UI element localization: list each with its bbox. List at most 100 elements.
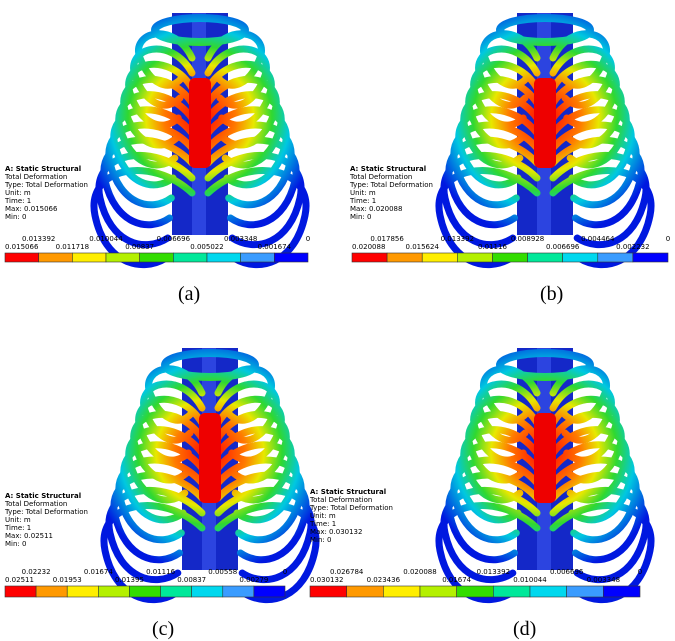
color-band [274,252,309,263]
color-band [493,585,531,598]
legend-label: 0.006696 [157,235,191,243]
rib [214,486,315,584]
color-band [253,585,286,598]
color-band [419,585,457,598]
legend-label: 0.005022 [190,243,223,251]
caption: (c) [152,618,174,640]
color-band [492,252,528,263]
color-band [191,585,224,598]
legend-label: 0.00279 [239,576,268,584]
info-line: Unit: m [5,516,31,524]
legend-label: 0.006696 [546,243,580,251]
legend-label: 0.01953 [53,576,82,584]
legend-label: 0.026784 [330,568,364,576]
color-band [139,252,174,263]
info-line: Min: 0 [5,213,26,221]
color-band [457,252,493,263]
legend-label: 0.011718 [56,243,89,251]
legend-label: 0.01116 [478,243,507,251]
color-band [222,585,255,598]
legend-label: 0.01395 [115,576,144,584]
color-band [386,252,423,263]
info-line: Unit: m [350,189,376,197]
legend-label: 0.004464 [581,235,615,243]
color-band [603,585,641,598]
color-band [309,585,347,598]
legend-label: 0.002232 [616,243,649,251]
rib [100,502,206,604]
info-line: Total Deformation [349,173,412,181]
rib [204,151,305,249]
color-band [105,252,140,263]
info-line: Max: 0.02511 [5,532,53,540]
legend-label: 0.010044 [513,576,547,584]
legend-label: 0.013392 [441,235,474,243]
info-line: Min: 0 [310,536,331,544]
legend-label: 0.010044 [89,235,123,243]
color-band [351,252,388,263]
rib [214,502,320,604]
legend-label: 0.00837 [125,243,154,251]
info-line: Type: Total Deformation [309,504,393,512]
info-line: Type: Total Deformation [4,508,88,516]
legend-label: 0.006696 [550,568,584,576]
info-line: Type: Total Deformation [349,181,433,189]
legend-label: 0.017856 [370,235,404,243]
legend-label: 0.003348 [224,235,257,243]
legend-label: 0.001674 [258,243,292,251]
info-line: Total Deformation [309,496,372,504]
legend-label: 0.01674 [442,576,471,584]
color-band [35,585,68,598]
sternum [199,413,221,503]
legend-label: 0.003348 [587,576,620,584]
color-band [160,585,192,598]
info-line: Time: 1 [4,197,31,205]
info-line: Unit: m [310,512,336,520]
legend-label: 0 [638,568,642,576]
legend-label: 0.00558 [208,568,237,576]
rib [95,151,196,249]
color-band [456,585,494,598]
info-line: Total Deformation [4,173,67,181]
color-band [597,252,634,263]
legend-label: 0.020088 [352,243,385,251]
color-band [98,585,130,598]
legend-label: 0.030132 [310,576,343,584]
info-line: A: Static Structural [5,165,81,173]
color-band [421,252,458,263]
legend-label: 0.015066 [5,243,39,251]
info-line: Max: 0.015066 [5,205,58,213]
rib [105,486,206,584]
sternum [534,78,556,168]
legend-label: 0.02232 [22,568,51,576]
legend-label: 0.020088 [403,568,436,576]
info-line: Min: 0 [5,540,26,548]
info-line: Time: 1 [349,197,376,205]
info-line: Type: Total Deformation [4,181,88,189]
color-band [566,585,604,598]
legend-label: 0.02511 [5,576,34,584]
caption: (a) [178,283,200,305]
rib [549,502,655,604]
color-band [38,252,73,263]
sternum [189,78,211,168]
color-band [206,252,241,263]
info-line: Max: 0.030132 [310,528,362,536]
collar [161,349,259,381]
color-band [66,585,99,598]
info-line: A: Static Structural [310,488,386,496]
info-line: Min: 0 [350,213,371,221]
collar [496,349,594,381]
legend-label: 0 [306,235,310,243]
legend-label: 0.00837 [177,576,206,584]
legend-label: 0.01674 [84,568,113,576]
color-band [72,252,107,263]
color-band [4,585,37,598]
info-line: Max: 0.020088 [350,205,402,213]
legend-label: 0.013392 [477,568,510,576]
